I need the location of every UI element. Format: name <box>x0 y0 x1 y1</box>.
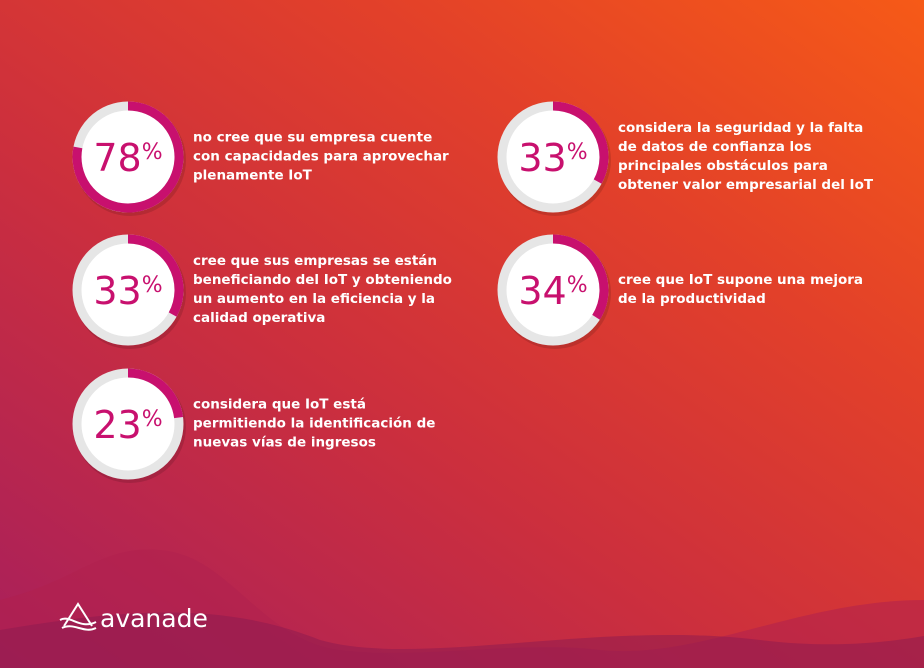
value-label: 78% <box>93 136 162 180</box>
ring-arc <box>127 234 184 317</box>
value-label: 23% <box>93 403 162 447</box>
value-number: 23 <box>93 403 141 447</box>
description: considera la seguridad y la falta de dat… <box>618 120 874 193</box>
wave <box>0 612 924 668</box>
value-unit: % <box>142 407 163 432</box>
value-number: 33 <box>518 136 566 180</box>
brand-logo <box>59 602 97 631</box>
brand-name: avanade <box>100 604 208 633</box>
value-label: 33% <box>93 269 162 313</box>
value-label: 34% <box>518 269 587 313</box>
description: cree que sus empresas se están beneficia… <box>193 253 452 326</box>
description: considera que IoT está permitiendo la id… <box>193 396 436 451</box>
value-unit: % <box>142 140 163 165</box>
value-number: 78 <box>93 136 141 180</box>
ring-arc <box>72 101 184 213</box>
value-unit: % <box>567 140 588 165</box>
value-number: 33 <box>93 269 141 313</box>
ring-arc <box>552 101 609 184</box>
value-number: 34 <box>518 269 566 313</box>
value-unit: % <box>142 273 163 298</box>
ring-arc <box>127 368 184 419</box>
value-unit: % <box>567 273 588 298</box>
value-label: 33% <box>518 136 587 180</box>
description: no cree que su empresa cuente con capaci… <box>193 129 449 184</box>
description: cree que IoT supone una mejora de la pro… <box>618 272 863 307</box>
ring-arc <box>552 234 609 320</box>
